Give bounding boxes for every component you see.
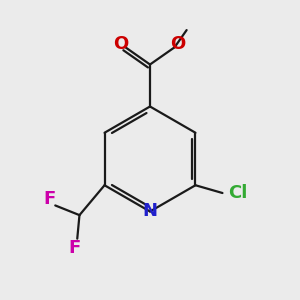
Text: N: N <box>142 202 158 220</box>
Text: F: F <box>68 239 80 257</box>
Text: O: O <box>113 35 129 53</box>
Text: Cl: Cl <box>229 184 248 202</box>
Text: O: O <box>170 35 185 53</box>
Text: F: F <box>43 190 56 208</box>
